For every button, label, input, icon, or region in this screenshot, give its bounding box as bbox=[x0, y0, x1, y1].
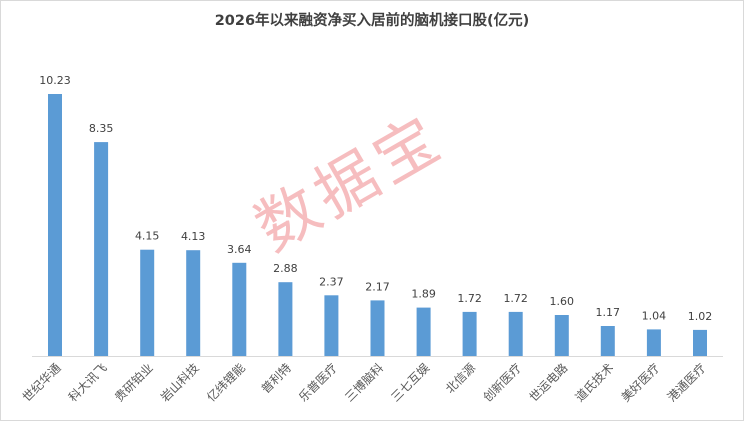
data-label: 1.60 bbox=[550, 295, 575, 308]
bar bbox=[508, 311, 523, 356]
data-label: 1.72 bbox=[503, 292, 528, 305]
data-label: 1.04 bbox=[642, 309, 667, 322]
category-tick-label: 港通医疗 bbox=[665, 361, 709, 405]
category-tick-label: 世纪华通 bbox=[20, 361, 64, 405]
data-label: 1.02 bbox=[688, 310, 713, 323]
bar bbox=[48, 94, 62, 356]
data-label: 3.64 bbox=[227, 243, 252, 256]
data-label: 1.89 bbox=[411, 288, 436, 301]
category-tick-label: 贵研铂业 bbox=[111, 360, 156, 405]
category-tick-label: 科大讯飞 bbox=[66, 361, 110, 405]
bar bbox=[278, 282, 293, 356]
category-tick-label: 美好医疗 bbox=[619, 361, 663, 405]
category-tick-label: 北信源 bbox=[443, 361, 478, 396]
data-label: 1.17 bbox=[596, 306, 621, 319]
data-label: 2.88 bbox=[273, 262, 298, 275]
bar bbox=[232, 262, 247, 356]
data-label: 10.23 bbox=[39, 74, 71, 87]
bar bbox=[646, 329, 661, 356]
bar bbox=[186, 250, 201, 356]
data-label: 8.35 bbox=[89, 122, 114, 135]
bar bbox=[462, 311, 477, 356]
data-label: 4.13 bbox=[181, 230, 206, 243]
category-tick-label: 乐普医疗 bbox=[296, 361, 340, 405]
data-label: 2.37 bbox=[319, 275, 344, 288]
data-label: 2.17 bbox=[365, 280, 390, 293]
bar bbox=[140, 249, 155, 356]
bar bbox=[324, 295, 339, 356]
category-tick-label: 亿纬锂能 bbox=[203, 360, 248, 405]
category-tick-label: 三七互娱 bbox=[388, 361, 432, 405]
bar bbox=[416, 307, 431, 356]
bar bbox=[370, 300, 385, 356]
bar bbox=[600, 326, 615, 356]
bar bbox=[94, 142, 109, 356]
category-tick-label: 世运电路 bbox=[526, 360, 571, 405]
category-tick-label: 普利特 bbox=[258, 360, 294, 396]
bar bbox=[554, 315, 569, 356]
data-label: 1.72 bbox=[457, 292, 482, 305]
data-label: 4.15 bbox=[135, 230, 160, 243]
chart-title: 2026年以来融资净买入居前的脑机接口股(亿元) bbox=[214, 13, 530, 29]
category-tick-label: 岩山科技 bbox=[157, 360, 202, 405]
category-tick-label: 创新医疗 bbox=[480, 360, 525, 405]
category-tick-label: 道氏技术 bbox=[573, 361, 617, 405]
bar bbox=[693, 329, 707, 356]
category-tick-label: 三博脑科 bbox=[342, 360, 387, 405]
